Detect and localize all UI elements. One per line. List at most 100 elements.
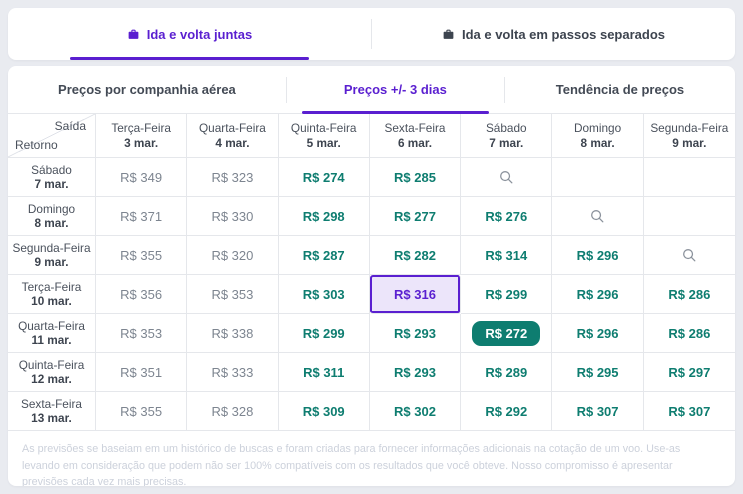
price-cell[interactable]: R$ 295 bbox=[552, 353, 644, 392]
price-value: R$ 277 bbox=[394, 208, 436, 224]
search-price-cell[interactable] bbox=[461, 158, 553, 197]
price-cell[interactable]: R$ 282 bbox=[369, 236, 462, 275]
day-label: Quarta-Feira bbox=[18, 318, 85, 333]
trip-type-tabs: Ida e volta juntas Ida e volta em passos… bbox=[8, 8, 735, 60]
tab-round-trip-separate[interactable]: Ida e volta em passos separados bbox=[372, 8, 735, 60]
tab-round-trip-together[interactable]: Ida e volta juntas bbox=[8, 8, 371, 60]
price-cell[interactable]: R$ 320 bbox=[187, 236, 279, 275]
price-cell[interactable]: R$ 302 bbox=[369, 392, 462, 431]
price-value: R$ 297 bbox=[668, 364, 711, 380]
price-cell[interactable]: R$ 333 bbox=[187, 353, 279, 392]
price-cell[interactable]: R$ 296 bbox=[552, 275, 644, 314]
day-label: Sexta-Feira bbox=[384, 120, 446, 135]
price-cell[interactable]: R$ 296 bbox=[552, 314, 644, 353]
price-cell[interactable]: R$ 307 bbox=[643, 392, 735, 431]
price-cell[interactable]: R$ 293 bbox=[369, 314, 462, 353]
price-value: R$ 274 bbox=[302, 169, 345, 185]
price-cell[interactable]: R$ 303 bbox=[278, 275, 370, 314]
tab-label: Preços por companhia aérea bbox=[58, 82, 236, 97]
price-cell[interactable]: R$ 351 bbox=[96, 353, 188, 392]
price-value: R$ 276 bbox=[485, 208, 528, 224]
matrix-corner-cell: Saída Retorno bbox=[8, 114, 96, 158]
day-label: Terça-Feira bbox=[21, 279, 82, 294]
price-cell[interactable]: R$ 371 bbox=[96, 197, 188, 236]
price-cell[interactable]: R$ 296 bbox=[552, 236, 644, 275]
price-value: R$ 285 bbox=[394, 169, 436, 185]
price-cell[interactable]: R$ 353 bbox=[96, 314, 188, 353]
price-view-tabs: Preços por companhia aérea Preços +/- 3 … bbox=[8, 66, 735, 114]
price-cell[interactable]: R$ 293 bbox=[369, 353, 462, 392]
empty-cell bbox=[643, 158, 735, 197]
price-cell[interactable]: R$ 323 bbox=[187, 158, 279, 197]
price-value: R$ 293 bbox=[394, 325, 436, 341]
date-label: 11 mar. bbox=[31, 333, 72, 347]
price-value: R$ 338 bbox=[211, 325, 254, 341]
tab-prices-by-airline[interactable]: Preços por companhia aérea bbox=[8, 66, 286, 113]
day-label: Sábado bbox=[485, 120, 527, 135]
best-price-badge: R$ 272 bbox=[472, 320, 541, 346]
empty-cell bbox=[552, 158, 644, 197]
day-label: Sexta-Feira bbox=[21, 396, 82, 411]
tab-divider bbox=[285, 76, 287, 103]
search-icon bbox=[498, 169, 515, 186]
price-cell[interactable]: R$ 309 bbox=[278, 392, 370, 431]
date-label: 7 mar. bbox=[489, 135, 524, 150]
price-cell[interactable]: R$ 328 bbox=[187, 392, 279, 431]
price-cell[interactable]: R$ 338 bbox=[187, 314, 279, 353]
price-cell[interactable]: R$ 349 bbox=[96, 158, 188, 197]
price-value: R$ 355 bbox=[120, 247, 163, 263]
price-value: R$ 311 bbox=[303, 364, 345, 380]
price-cell[interactable]: R$ 356 bbox=[96, 275, 188, 314]
best-price-cell[interactable]: R$ 272 bbox=[461, 314, 553, 353]
date-label: 9 mar. bbox=[672, 135, 707, 150]
price-cell[interactable]: R$ 355 bbox=[96, 392, 188, 431]
search-price-cell[interactable] bbox=[552, 197, 644, 236]
price-cell[interactable]: R$ 299 bbox=[461, 275, 553, 314]
price-cell[interactable]: R$ 314 bbox=[461, 236, 553, 275]
price-cell[interactable]: R$ 299 bbox=[278, 314, 370, 353]
price-cell[interactable]: R$ 307 bbox=[552, 392, 644, 431]
departure-column-header: Sábado 7 mar. bbox=[461, 114, 553, 158]
return-row-header: Sexta-Feira 13 mar. bbox=[8, 392, 96, 431]
tab-prices-plus-minus-3-days[interactable]: Preços +/- 3 dias bbox=[287, 66, 504, 114]
price-cell[interactable]: R$ 277 bbox=[369, 197, 462, 236]
price-value: R$ 349 bbox=[120, 169, 163, 185]
price-value: R$ 299 bbox=[485, 286, 528, 302]
departure-column-header: Quarta-Feira 4 mar. bbox=[187, 114, 279, 158]
price-cell[interactable]: R$ 289 bbox=[461, 353, 553, 392]
price-value: R$ 320 bbox=[211, 247, 254, 263]
price-cell[interactable]: R$ 298 bbox=[278, 197, 370, 236]
price-cell[interactable]: R$ 330 bbox=[187, 197, 279, 236]
tab-label: Ida e volta em passos separados bbox=[461, 26, 666, 42]
tab-price-trend[interactable]: Tendência de preços bbox=[505, 66, 735, 113]
price-cell[interactable]: R$ 276 bbox=[461, 197, 553, 236]
price-cell[interactable]: R$ 292 bbox=[461, 392, 553, 431]
day-label: Segunda-Feira bbox=[650, 120, 729, 135]
return-row-header: Segunda-Feira 9 mar. bbox=[8, 236, 96, 275]
price-cell[interactable]: R$ 287 bbox=[278, 236, 370, 275]
price-cell[interactable]: R$ 286 bbox=[643, 275, 735, 314]
tab-label: Preços +/- 3 dias bbox=[343, 82, 447, 97]
price-cell[interactable]: R$ 297 bbox=[643, 353, 735, 392]
price-cell[interactable]: R$ 274 bbox=[278, 158, 370, 197]
search-price-cell[interactable] bbox=[643, 236, 735, 275]
price-cell[interactable]: R$ 353 bbox=[187, 275, 279, 314]
price-value: R$ 307 bbox=[668, 403, 711, 419]
departure-column-header: Terça-Feira 3 mar. bbox=[96, 114, 188, 158]
return-row-header: Sábado 7 mar. bbox=[8, 158, 96, 197]
price-value: R$ 287 bbox=[302, 247, 345, 263]
day-label: Sábado bbox=[31, 162, 72, 177]
tab-divider bbox=[503, 76, 505, 103]
price-cell[interactable]: R$ 311 bbox=[278, 353, 370, 392]
date-label: 3 mar. bbox=[124, 135, 159, 150]
selected-price-cell[interactable]: R$ 316 bbox=[369, 275, 462, 314]
search-icon bbox=[589, 208, 606, 225]
price-cell[interactable]: R$ 286 bbox=[643, 314, 735, 353]
forecast-disclaimer: As previsões se baseiam em um histórico … bbox=[22, 443, 681, 486]
price-value: R$ 292 bbox=[485, 403, 528, 419]
date-label: 6 mar. bbox=[397, 135, 433, 150]
date-label: 10 mar. bbox=[31, 294, 72, 308]
price-cell[interactable]: R$ 285 bbox=[369, 158, 462, 197]
price-cell[interactable]: R$ 355 bbox=[96, 236, 188, 275]
price-value: R$ 295 bbox=[576, 364, 619, 380]
